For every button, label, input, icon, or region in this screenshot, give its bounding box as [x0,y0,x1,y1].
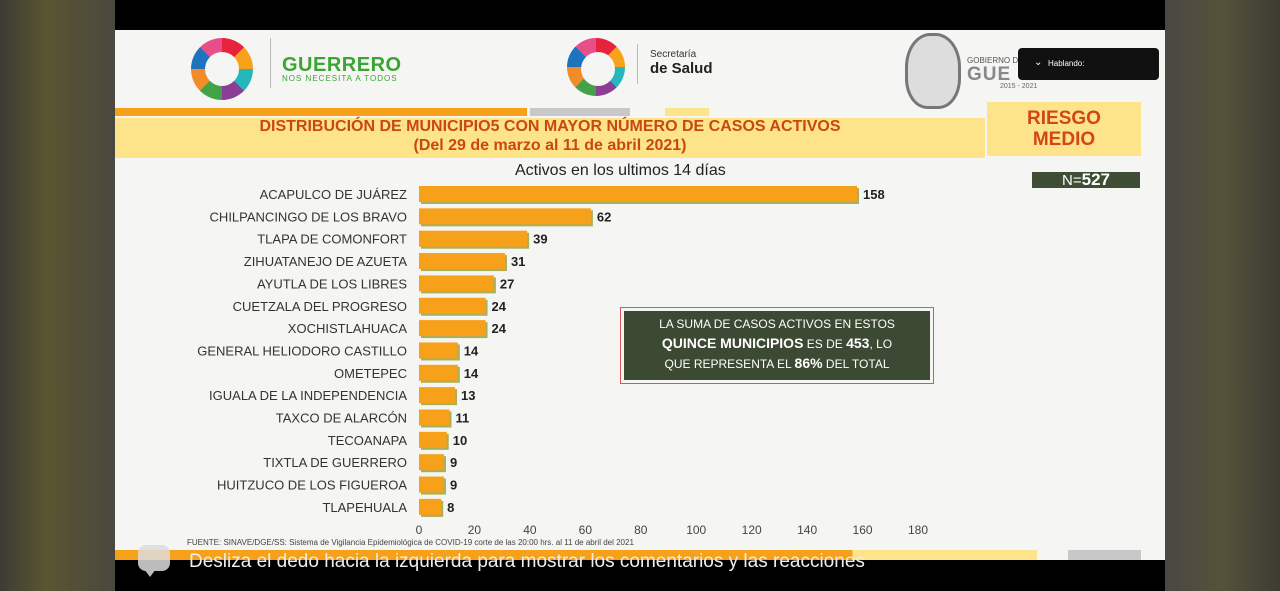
category-label: TLAPA DE COMONFORT [257,232,407,247]
total-count-badge: N=527 [1032,170,1140,189]
data-label: 13 [461,388,475,403]
gobierno-seal-logo [905,33,961,109]
data-label: 27 [500,276,514,291]
category-label: TECOANAPA [328,433,408,448]
bar [419,409,450,426]
data-label: 39 [533,232,547,247]
data-label: 24 [492,299,507,314]
source-note: FUENTE: SINAVE/DGE/SS: Sistema de Vigila… [187,538,634,547]
title-banner: DISTRIBUCIÓN DE MUNICIPIO5 CON MAYOR NÚM… [115,118,985,158]
bar [419,387,456,404]
data-label: 31 [511,254,525,269]
category-label: ACAPULCO DE JUÁREZ [260,187,407,202]
bar [419,476,444,493]
speaking-label: Hablando: [1048,59,1085,68]
guerrero-star-logo [191,38,253,100]
video-bottom-bar [115,560,1165,591]
bar [419,230,528,247]
data-label: 9 [450,455,457,470]
summary-line2: QUINCE MUNICIPIOS ES DE 453, LO [661,335,893,351]
guerrero-title: GUERRERO [282,54,402,76]
x-tick-label: 180 [908,523,928,537]
risk-line1: RIESGO [1027,108,1101,129]
summary-line3: QUE REPRESENTA EL 86% DEL TOTAL [664,355,890,371]
category-label: TLAPEHUALA [322,500,407,515]
category-label: XOCHISTLAHUACA [288,321,408,336]
x-tick-label: 0 [416,523,423,537]
category-label: AYUTLA DE LOS LIBRES [257,276,407,291]
divider [270,38,271,88]
x-tick-label: 140 [797,523,817,537]
bottom-stripe [115,550,1037,560]
divider [637,44,638,84]
bar [419,253,505,270]
category-label: GENERAL HELIODORO CASTILLO [197,343,407,358]
bar [419,297,486,314]
bar [419,364,458,381]
chart-title: Activos en los ultimos 14 días [515,162,726,179]
data-label: 14 [464,366,479,381]
de-salud-label: de Salud [650,60,713,77]
category-label: TAXCO DE ALARCÓN [276,411,407,426]
secretaria-label: Secretaría [650,49,697,60]
gray-stripe [530,108,630,116]
data-label: 10 [453,433,467,448]
risk-level-badge: RIESGO MEDIO [987,102,1141,156]
gobierno-years: 2015 - 2021 [1000,83,1038,90]
bottom-gray-stripe [1068,550,1141,560]
secretaria-star-logo [567,38,625,96]
presentation-slide: GUERRERO NOS NECESITA A TODOS Secretaría… [115,30,1165,560]
gobierno-state-label: GUE [967,64,1012,85]
data-label: 14 [464,343,479,358]
bar [419,498,442,515]
bar [419,342,458,359]
data-label: 62 [597,209,611,224]
bar [419,208,591,225]
data-label: 24 [492,321,507,336]
x-tick-label: 60 [579,523,593,537]
x-tick-label: 40 [523,523,537,537]
data-label: 9 [450,478,457,493]
data-label: 8 [447,500,454,515]
video-blur-right [1165,0,1280,591]
risk-line2: MEDIO [1032,129,1096,150]
category-label: ZIHUATANEJO DE AZUETA [244,254,408,269]
summary-box-inner: LA SUMA DE CASOS ACTIVOS EN ESTOS QUINCE… [624,311,930,380]
category-label: TIXTLA DE GUERRERO [263,455,407,470]
slide-title: DISTRIBUCIÓN DE MUNICIPIO5 CON MAYOR NÚM… [259,118,841,135]
yellow-stripe [665,108,709,116]
data-label: 158 [863,187,885,202]
comment-bubble-icon [138,545,170,577]
summary-line1: LA SUMA DE CASOS ACTIVOS EN ESTOS [659,317,895,331]
speaking-indicator[interactable]: ⌄ Hablando: [1018,48,1159,80]
n-value: 527 [1081,170,1110,189]
bar [419,431,447,448]
video-blur-left [0,0,115,591]
bar [419,320,486,337]
x-tick-label: 120 [742,523,762,537]
x-tick-label: 80 [634,523,648,537]
x-tick-label: 100 [686,523,706,537]
category-label: IGUALA DE LA INDEPENDENCIA [209,388,407,403]
data-label: 11 [455,411,469,426]
category-label: HUITZUCO DE LOS FIGUEROA [217,478,407,493]
summary-box: LA SUMA DE CASOS ACTIVOS EN ESTOS QUINCE… [620,307,934,384]
orange-stripe [115,108,527,116]
guerrero-subtitle: NOS NECESITA A TODOS [282,74,398,83]
bar [419,186,858,202]
category-label: CUETZALA DEL PROGRESO [233,299,407,314]
x-tick-label: 160 [853,523,873,537]
bar [419,275,494,292]
slide-date-range: (Del 29 de marzo al 11 de abril 2021) [413,137,687,154]
n-label: N= [1062,172,1082,189]
bar-chart: ACAPULCO DE JUÁREZ 158 CHILPANCINGO DE LOS… [197,186,928,537]
swipe-hint-caption: Desliza el dedo hacia la izquierda para … [189,551,865,572]
gobierno-label: GOBIERNO D [967,56,1019,65]
video-top-bar [115,0,1165,30]
category-label: OMETEPEC [334,366,407,381]
bar [419,454,444,471]
category-label: CHILPANCINGO DE LOS BRAVO [210,209,407,224]
x-tick-label: 20 [468,523,482,537]
chevron-down-icon[interactable]: ⌄ [1034,57,1043,68]
